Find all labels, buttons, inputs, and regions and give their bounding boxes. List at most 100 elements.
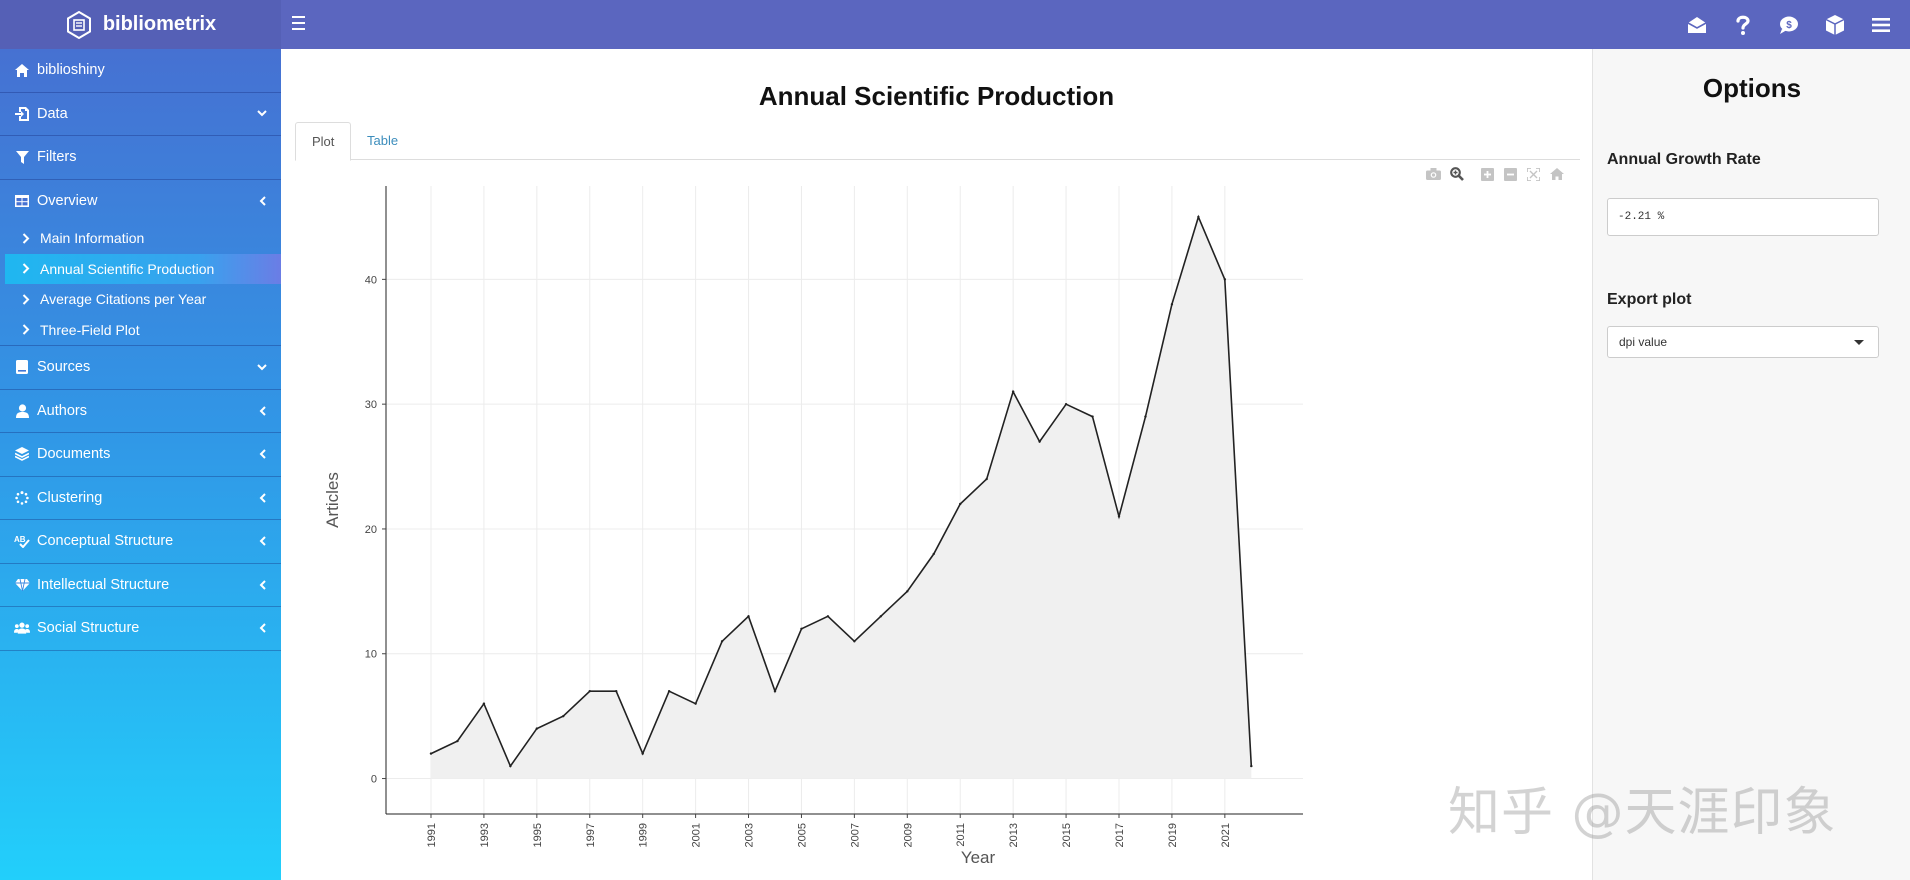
camera-icon[interactable] bbox=[1424, 165, 1443, 183]
chevron-left-icon bbox=[257, 536, 267, 546]
sidebar-item-social-structure[interactable]: Social Structure bbox=[0, 607, 281, 651]
svg-text:$: $ bbox=[1786, 20, 1792, 31]
sidebar-item-clustering[interactable]: Clustering bbox=[0, 477, 281, 520]
sidebar-item-biblioshiny[interactable]: biblioshiny bbox=[0, 49, 281, 93]
x-tick-label: 2021 bbox=[1220, 823, 1232, 847]
x-tick-label: 1997 bbox=[585, 823, 597, 847]
data-point-2001 bbox=[694, 702, 697, 705]
sidebar: biblioshiny Data Filters Overview Main I… bbox=[0, 49, 281, 880]
data-point-1998 bbox=[615, 689, 618, 693]
sidebar-subitem-main-information[interactable]: Main Information bbox=[0, 223, 281, 254]
data-point-2018 bbox=[1144, 415, 1147, 418]
data-point-2013 bbox=[1011, 390, 1015, 393]
data-point-2007 bbox=[853, 640, 856, 643]
y-tick-label: 10 bbox=[365, 649, 377, 661]
chevron-right-icon bbox=[22, 263, 32, 274]
overview-submenu: Main Information Annual Scientific Produ… bbox=[0, 223, 281, 346]
filter-icon bbox=[14, 149, 30, 165]
chevron-down-icon bbox=[257, 109, 267, 119]
sidebar-toggle-icon[interactable] bbox=[292, 12, 312, 36]
data-point-1999 bbox=[641, 752, 644, 755]
x-tick-label: 2017 bbox=[1114, 823, 1126, 847]
top-header: bibliometrix $ bbox=[0, 0, 1910, 49]
data-point-1994 bbox=[509, 764, 512, 768]
x-tick-label: 2015 bbox=[1061, 823, 1073, 847]
comment-dollar-icon[interactable]: $ bbox=[1766, 0, 1812, 49]
chevron-right-icon bbox=[22, 324, 32, 335]
y-tick-label: 0 bbox=[371, 774, 377, 786]
zoom-icon[interactable] bbox=[1447, 165, 1466, 183]
data-point-2015 bbox=[1064, 402, 1068, 406]
brand-logo[interactable]: bibliometrix bbox=[0, 0, 281, 49]
zoom-in-icon[interactable] bbox=[1478, 165, 1497, 183]
dpi-select[interactable]: dpi value bbox=[1607, 326, 1879, 358]
question-icon[interactable] bbox=[1720, 0, 1766, 49]
plot-modebar bbox=[1424, 165, 1566, 183]
chevron-left-icon bbox=[257, 406, 267, 416]
chevron-right-icon bbox=[22, 233, 32, 244]
data-point-2014 bbox=[1038, 440, 1041, 443]
y-axis-label: Articles bbox=[323, 472, 342, 528]
y-tick-label: 40 bbox=[365, 274, 377, 286]
data-point-2016 bbox=[1091, 415, 1094, 418]
data-point-2017 bbox=[1117, 515, 1121, 518]
production-line bbox=[430, 214, 1253, 768]
sidebar-item-conceptual-structure[interactable]: AB Conceptual Structure bbox=[0, 520, 281, 564]
chevron-right-icon bbox=[22, 294, 32, 305]
data-point-2002 bbox=[720, 640, 724, 643]
data-point-1991 bbox=[429, 752, 433, 755]
sidebar-item-authors[interactable]: Authors bbox=[0, 390, 281, 433]
data-point-1995 bbox=[535, 727, 539, 730]
data-point-2005 bbox=[800, 627, 803, 630]
sidebar-subitem-label: Three-Field Plot bbox=[40, 321, 140, 338]
chevron-down-icon bbox=[257, 362, 267, 372]
page-title: Annual Scientific Production bbox=[758, 81, 1115, 111]
sidebar-item-intellectual-structure[interactable]: Intellectual Structure bbox=[0, 564, 281, 607]
spell-check-icon: AB bbox=[14, 533, 30, 549]
data-point-1992 bbox=[456, 739, 459, 743]
data-point-2021 bbox=[1223, 278, 1227, 281]
layers-icon bbox=[14, 446, 30, 462]
sidebar-item-filters[interactable]: Filters bbox=[0, 136, 281, 180]
x-tick-label: 1995 bbox=[532, 823, 544, 847]
data-point-2020 bbox=[1197, 215, 1200, 219]
menu-icon[interactable] bbox=[1858, 0, 1904, 49]
chart-points bbox=[429, 215, 1253, 768]
sidebar-item-documents[interactable]: Documents bbox=[0, 433, 281, 477]
x-axis-label: Year bbox=[961, 848, 996, 867]
reset-axes-icon[interactable] bbox=[1547, 165, 1566, 183]
sidebar-item-sources[interactable]: Sources bbox=[0, 346, 281, 390]
data-point-2003 bbox=[747, 615, 750, 618]
sidebar-item-label: Social Structure bbox=[37, 620, 140, 637]
sidebar-item-overview[interactable]: Overview bbox=[0, 180, 281, 224]
tab-plot[interactable]: Plot bbox=[295, 122, 352, 161]
cube-icon[interactable] bbox=[1812, 0, 1858, 49]
annual-growth-rate-label: Annual Growth Rate bbox=[1607, 151, 1761, 168]
spinner-icon bbox=[14, 490, 30, 506]
svg-text:AB: AB bbox=[14, 535, 26, 544]
sidebar-subitem-annual-scientific-production[interactable]: Annual Scientific Production bbox=[5, 253, 281, 284]
autoscale-icon[interactable] bbox=[1524, 165, 1543, 183]
main-content: Annual Scientific Production Plot Table … bbox=[281, 49, 1592, 880]
sidebar-item-label: Conceptual Structure bbox=[37, 533, 174, 550]
x-tick-label: 2001 bbox=[691, 823, 703, 847]
production-area bbox=[431, 217, 1252, 779]
data-point-2011 bbox=[959, 502, 962, 506]
sidebar-subitem-three-field-plot[interactable]: Three-Field Plot bbox=[0, 315, 281, 346]
x-tick-label: 2003 bbox=[744, 823, 756, 847]
tab-table[interactable]: Table bbox=[367, 133, 399, 148]
chevron-left-icon bbox=[257, 580, 267, 590]
x-tick-label: 1999 bbox=[638, 823, 650, 847]
zoom-out-icon[interactable] bbox=[1501, 165, 1520, 183]
sidebar-item-label: Intellectual Structure bbox=[37, 576, 170, 593]
data-point-1997 bbox=[588, 689, 591, 693]
sidebar-subitem-label: Main Information bbox=[40, 230, 145, 247]
sidebar-item-label: biblioshiny bbox=[37, 62, 105, 79]
sidebar-item-data[interactable]: Data bbox=[0, 93, 281, 136]
options-title: Options bbox=[1702, 73, 1802, 103]
sidebar-item-label: Sources bbox=[37, 359, 91, 376]
annual-growth-rate-field[interactable] bbox=[1607, 198, 1879, 236]
envelope-open-icon[interactable] bbox=[1674, 0, 1720, 49]
y-tick-label: 20 bbox=[365, 524, 377, 536]
sidebar-subitem-average-citations[interactable]: Average Citations per Year bbox=[0, 284, 281, 315]
